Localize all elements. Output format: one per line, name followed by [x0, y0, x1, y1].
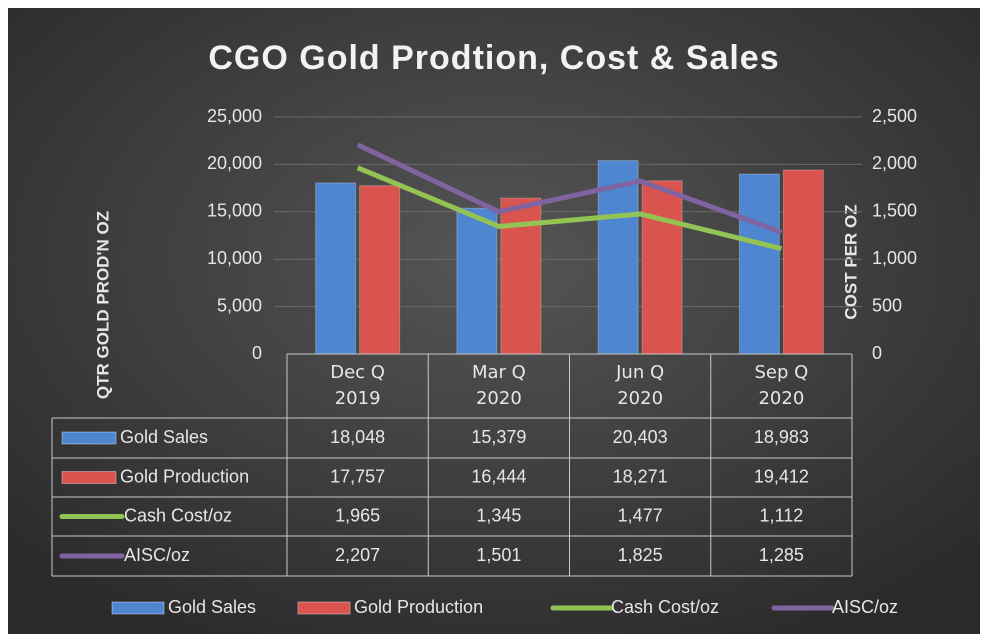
- table-value: 1,825: [618, 545, 663, 565]
- y2-tick-label: 1,000: [872, 248, 917, 268]
- legend-label: Cash Cost/oz: [611, 597, 719, 617]
- legend-key: [61, 471, 117, 484]
- table-value: 18,271: [613, 466, 668, 486]
- bar: [641, 180, 683, 355]
- table-row-label: AISC/oz: [124, 545, 190, 565]
- x-tick-label: Mar Q 2020: [471, 362, 526, 409]
- bar: [597, 160, 639, 355]
- line-series: [356, 142, 783, 235]
- legend-label: Gold Production: [354, 597, 483, 617]
- table-row-label: Gold Production: [120, 466, 249, 486]
- y2-tick-label: 500: [872, 295, 902, 315]
- legend-key: [111, 601, 165, 615]
- table-value: 19,412: [754, 466, 809, 486]
- table-value: 16,444: [471, 466, 526, 486]
- bar: [315, 182, 357, 355]
- chart-title: CGO Gold Prodtion, Cost & Sales: [208, 39, 779, 77]
- y-tick-label: 0: [252, 343, 262, 363]
- category-cell: Sep Q 2020: [754, 362, 809, 409]
- x-tick-label: Dec Q 2019: [330, 362, 385, 409]
- legend-key: [297, 601, 351, 615]
- table-value: 2,207: [335, 545, 380, 565]
- y2-tick-label: 2,000: [872, 153, 917, 173]
- y-tick-label: 5,000: [217, 295, 262, 315]
- y-tick-label: 25,000: [207, 106, 262, 126]
- y-tick-label: 10,000: [207, 248, 262, 268]
- y-tick-label: 20,000: [207, 153, 262, 173]
- table-value: 1,965: [335, 505, 380, 525]
- y-tick-label: 15,000: [207, 201, 262, 221]
- legend-label: Gold Sales: [168, 597, 256, 617]
- table-value: 18,048: [330, 427, 385, 447]
- legend-key: [61, 431, 117, 445]
- x-tick-label: Jun Q 2020: [616, 362, 665, 409]
- table-value: 1,285: [759, 545, 804, 565]
- bar: [782, 169, 824, 355]
- table-value: 17,757: [330, 466, 385, 486]
- category-cell: Dec Q 2019: [330, 362, 385, 409]
- table-row-label: Cash Cost/oz: [124, 505, 232, 525]
- y2-axis-title: COST PER OZ: [841, 204, 860, 319]
- y2-tick-label: 0: [872, 343, 882, 363]
- table-value: 1,501: [476, 545, 521, 565]
- x-tick-label: Sep Q 2020: [754, 362, 809, 409]
- table-value: 18,983: [754, 427, 809, 447]
- y2-tick-label: 1,500: [872, 201, 917, 221]
- bar: [359, 185, 401, 355]
- table-value: 1,477: [618, 505, 663, 525]
- legend-label: AISC/oz: [832, 597, 898, 617]
- y2-tick-label: 2,500: [872, 106, 917, 126]
- bar: [456, 207, 498, 355]
- table-value: 1,112: [760, 505, 804, 525]
- line-series: [356, 165, 782, 252]
- category-cell: Jun Q 2020: [616, 362, 665, 409]
- table-value: 1,345: [476, 505, 521, 525]
- table-value: 20,403: [613, 427, 668, 447]
- category-cell: Mar Q 2020: [471, 362, 526, 409]
- table-value: 15,379: [471, 427, 526, 447]
- bar: [738, 173, 780, 355]
- table-row-label: Gold Sales: [120, 427, 208, 447]
- y-axis-title: QTR GOLD PROD'N OZ: [93, 211, 112, 399]
